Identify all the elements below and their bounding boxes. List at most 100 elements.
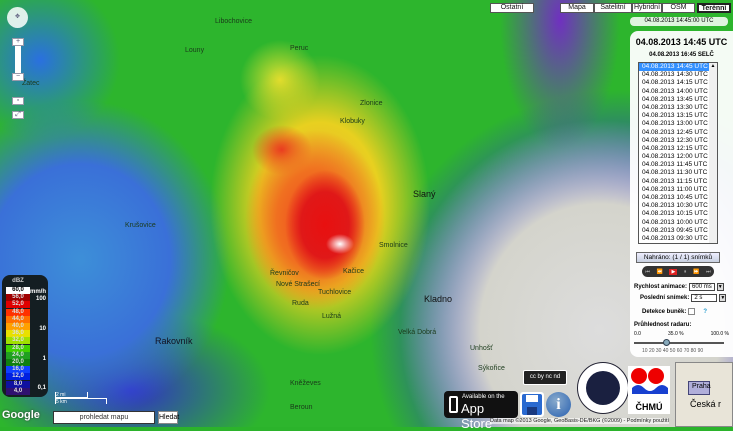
cell-detection-checkbox[interactable] bbox=[688, 308, 696, 315]
map-type-mapa[interactable]: Mapa bbox=[560, 3, 594, 13]
time-option[interactable]: 04.08.2013 12:45 UTC bbox=[642, 128, 708, 136]
time-option[interactable]: 04.08.2013 11:30 UTC bbox=[642, 169, 708, 177]
place-label: Zlonice bbox=[360, 100, 383, 107]
last-frame-label: Poslední snímek: bbox=[640, 295, 690, 301]
time-option[interactable]: 04.08.2013 14:00 UTC bbox=[642, 87, 708, 95]
time-option[interactable]: 04.08.2013 12:30 UTC bbox=[642, 136, 708, 144]
time-option[interactable]: 04.08.2013 10:30 UTC bbox=[642, 202, 708, 210]
legend-swatch: 52,0 bbox=[6, 301, 30, 309]
pause-icon[interactable]: ⏸ bbox=[684, 268, 687, 275]
loaded-frames-button[interactable]: Nahráno: (1 / 1) snímků bbox=[636, 252, 720, 263]
timestamp-bar: 04.08.2013 14:45:00 UTC bbox=[630, 17, 728, 26]
map-type-osm[interactable]: OSM bbox=[662, 3, 695, 13]
legend-mmh-label: 100 bbox=[35, 296, 46, 302]
time-option[interactable]: 04.08.2013 13:45 UTC bbox=[642, 95, 708, 103]
fullscreen-icon[interactable]: ▫ bbox=[12, 97, 24, 105]
time-option[interactable]: 04.08.2013 10:00 UTC bbox=[642, 218, 708, 226]
map-type-hybridni[interactable]: Hybridní bbox=[632, 3, 662, 13]
place-label: Nové Strašecí bbox=[276, 281, 320, 288]
place-label: Beroun bbox=[290, 404, 313, 411]
chmu-logo[interactable]: ČHMÚ bbox=[628, 366, 670, 414]
cell-detection-label: Detekce buněk: bbox=[642, 308, 687, 315]
time-listbox[interactable]: 04.08.2013 14:45 UTC 04.08.2013 14:30 UTC… bbox=[638, 62, 718, 244]
place-label: Slaný bbox=[413, 189, 436, 199]
map-type-terenni[interactable]: Terénní bbox=[697, 3, 731, 13]
pan-control[interactable]: ✥ bbox=[7, 7, 28, 28]
place-label: Velká Dobrá bbox=[398, 329, 437, 336]
speed-label: Rychlost animace: bbox=[634, 284, 688, 290]
place-label: Louny bbox=[185, 47, 205, 54]
legend-swatch: 4,0 bbox=[6, 387, 30, 395]
next-frame-icon[interactable]: ⏩ bbox=[693, 268, 700, 275]
place-label: Krušovice bbox=[125, 222, 156, 229]
place-label: Kačice bbox=[343, 268, 365, 275]
zoom-out-button[interactable]: − bbox=[12, 73, 24, 81]
chevron-down-icon[interactable]: ▼ bbox=[719, 294, 727, 302]
prev-frame-icon[interactable]: ⏪ bbox=[656, 268, 663, 275]
time-option[interactable]: 04.08.2013 10:15 UTC bbox=[642, 210, 708, 218]
legend-swatch: 24,0 bbox=[6, 351, 30, 359]
time-option[interactable]: 04.08.2013 10:45 UTC bbox=[642, 194, 708, 201]
time-option[interactable]: 04.08.2013 11:00 UTC bbox=[642, 185, 708, 193]
time-option[interactable]: 04.08.2013 13:30 UTC bbox=[642, 103, 708, 111]
time-option[interactable]: 04.08.2013 14:45 UTC bbox=[639, 63, 717, 72]
time-option[interactable]: 04.08.2013 12:15 UTC bbox=[642, 144, 708, 152]
minimap-country: Česká r bbox=[690, 399, 722, 409]
last-frame-select[interactable]: 2 s bbox=[691, 294, 718, 302]
save-icon[interactable] bbox=[520, 392, 544, 417]
place-label: Klobuky bbox=[340, 118, 365, 125]
time-option[interactable]: 04.08.2013 12:00 UTC bbox=[642, 153, 708, 161]
scale-mi: 2 mi bbox=[55, 392, 88, 398]
cc-license-badge[interactable]: cc by nc nd bbox=[523, 370, 567, 385]
opacity-slider[interactable] bbox=[634, 339, 724, 346]
time-option[interactable]: 04.08.2013 09:30 UTC bbox=[642, 234, 708, 242]
reset-view-icon[interactable]: ⤢ bbox=[12, 111, 24, 119]
panel-title: 04.08.2013 14:45 UTC bbox=[635, 37, 728, 47]
listbox-scrollbar[interactable]: ▲ bbox=[709, 63, 717, 243]
other-button[interactable]: Ostatní bbox=[490, 3, 534, 13]
search-input[interactable]: prohledat mapu bbox=[53, 411, 155, 424]
place-label: Unhošť bbox=[470, 345, 493, 352]
scale-km: 5 km bbox=[55, 398, 107, 405]
legend-swatch: 8,0 bbox=[6, 380, 30, 388]
place-label: Řevničov bbox=[270, 270, 299, 277]
chevron-down-icon[interactable]: ▼ bbox=[716, 283, 724, 291]
place-label: Rakovník bbox=[155, 336, 193, 346]
time-option[interactable]: 04.08.2013 13:00 UTC bbox=[642, 120, 708, 128]
place-label: Lužná bbox=[322, 313, 342, 320]
time-option[interactable]: 04.08.2013 11:45 UTC bbox=[642, 161, 708, 169]
search-button[interactable]: Hledat bbox=[158, 411, 179, 424]
speed-select[interactable]: 600 ms bbox=[689, 283, 715, 291]
first-frame-icon[interactable]: ⏮ bbox=[645, 268, 650, 275]
info-icon[interactable]: i bbox=[546, 392, 571, 417]
time-option[interactable]: 04.08.2013 09:45 UTC bbox=[642, 226, 708, 234]
appstore-small: Available on the bbox=[462, 394, 505, 400]
overview-minimap[interactable]: Praha Česká r bbox=[675, 362, 733, 427]
map-attribution[interactable]: Data map ©2013 Google, GeoBasis-DE/BKG (… bbox=[490, 418, 669, 424]
legend-swatch: 16,0 bbox=[6, 366, 30, 374]
zoom-in-button[interactable]: + bbox=[12, 38, 24, 46]
zoom-slider[interactable] bbox=[15, 38, 21, 80]
slider-handle[interactable] bbox=[662, 339, 670, 346]
time-option[interactable]: 04.08.2013 14:15 UTC bbox=[642, 79, 708, 87]
storm-society-logo[interactable] bbox=[577, 362, 629, 414]
google-logo[interactable]: Google bbox=[2, 409, 40, 421]
play-icon[interactable]: ▶ bbox=[669, 268, 678, 275]
legend-swatch: 48,0 bbox=[6, 308, 30, 316]
opacity-min: 0.0 bbox=[634, 331, 641, 337]
legend-mmh-label: 0,1 bbox=[37, 385, 46, 391]
help-icon[interactable]: ? bbox=[703, 308, 708, 315]
app-store-button[interactable]: Available on the App Store bbox=[444, 391, 518, 431]
last-frame-icon[interactable]: ⏭ bbox=[706, 268, 711, 275]
place-label: Peruc bbox=[290, 45, 309, 52]
opacity-label: Průhlednost radaru: bbox=[634, 322, 692, 328]
map-type-satelitni[interactable]: Satelitní bbox=[594, 3, 632, 13]
legend-swatch: 56,0 bbox=[6, 294, 30, 302]
map-scale: 2 mi 5 km bbox=[55, 392, 107, 406]
time-option[interactable]: 04.08.2013 11:15 UTC bbox=[642, 177, 708, 185]
time-option[interactable]: 04.08.2013 14:30 UTC bbox=[642, 71, 708, 79]
place-label: Tuchlovice bbox=[318, 289, 352, 296]
minimap-city: Praha bbox=[692, 383, 711, 390]
time-option[interactable]: 04.08.2013 13:15 UTC bbox=[642, 112, 708, 120]
